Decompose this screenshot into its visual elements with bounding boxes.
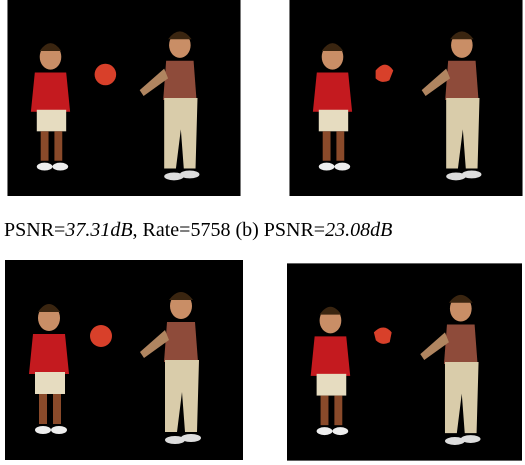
- frame-c: [5, 258, 243, 462]
- frame-a: [5, 0, 243, 196]
- caption-text: , Rate=5758 (b) PSNR=: [133, 219, 326, 241]
- psnr-value: 37.31dB: [65, 219, 132, 241]
- page: PSNR=37.31dB, Rate=5758 (b) PSNR=23.08dB…: [0, 0, 525, 465]
- caption: PSNR=37.31dB, Rate=5758 (b) PSNR=23.08dB: [4, 219, 392, 242]
- psnr-value: 23.08dB: [325, 219, 392, 241]
- caption-text: PSNR=: [4, 219, 65, 241]
- frame-d: [287, 262, 522, 462]
- frame-b: [287, 0, 525, 196]
